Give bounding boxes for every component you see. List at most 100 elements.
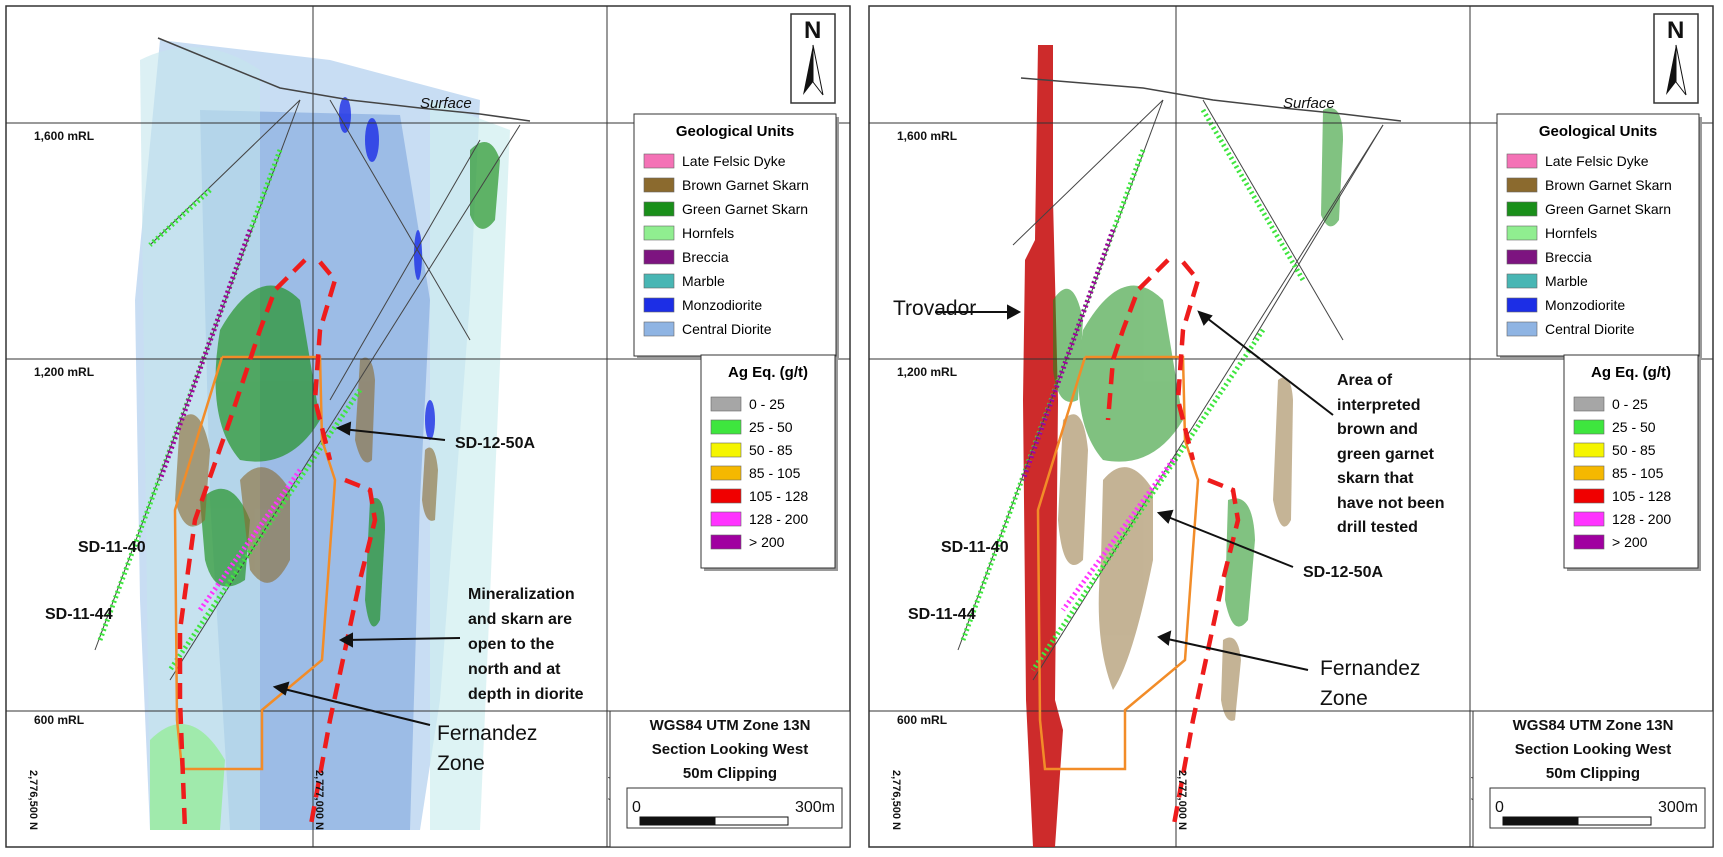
svg-text:Zone: Zone [437,752,485,775]
monzodiorite-bodies [339,97,435,440]
ag-eq-legend-1-label: 85 - 105 [1612,465,1664,481]
fernandez-zone-label: Fernandez Zone [437,722,537,775]
ag-eq-legend-1-label: 0 - 25 [1612,396,1648,412]
svg-text:Zone: Zone [1320,687,1368,710]
ag-eq-legend-0-swatch [710,442,742,458]
ag-eq-legend-0-label: 128 - 200 [749,511,808,527]
geological-units-legend-0-label: Marble [682,273,725,289]
geological-units-legend-1-label: Marble [1545,273,1588,289]
svg-text:depth in diorite: depth in diorite [468,686,584,703]
fernandez-zone-outline [173,355,337,771]
geological-units-legend-0-swatch [643,201,675,217]
level-label-600-right: 600 mRL [897,713,947,727]
geological-units-legend-0-swatch [643,177,675,193]
annotation-arrows [272,421,461,726]
scale-bar-right: 0 300m [1489,787,1706,829]
svg-text:0: 0 [1495,799,1504,816]
ag-eq-legend-1-label: 128 - 200 [1612,511,1671,527]
north-arrow: N [790,13,836,104]
svg-text:WGS84 UTM Zone 13N: WGS84 UTM Zone 13N [1513,717,1674,734]
geological-units-legend-0-swatch [643,225,675,241]
geological-units-legend-1-label: Monzodiorite [1545,297,1625,313]
surface-label: Surface [420,95,472,112]
geological-units-legend-0: Geological Units Late Felsic Dyke Brown Ga… [633,113,839,359]
ag-eq-legend-1-swatch [1573,511,1605,527]
geological-units-legend-0-label: Hornfels [682,225,734,241]
svg-text:and skarn are: and skarn are [468,611,572,628]
svg-text:N: N [1667,17,1684,44]
easting-label-2777000: 2,777,000 N [313,770,325,830]
drillhole-label-sd-11-40-right: SD-11-40 [941,539,1009,556]
geological-units-legend-0-label: Brown Garnet Skarn [682,177,809,193]
ag-eq-legend-0-label: > 200 [749,534,785,550]
geological-units-legend-1-swatch [1506,153,1538,169]
level-label-1600-right: 1,600 mRL [897,129,957,143]
geological-units-legend-1-label: Brown Garnet Skarn [1545,177,1672,193]
ag-eq-legend-0-label: 50 - 85 [749,442,793,458]
ag-eq-legend-0-swatch [710,396,742,412]
ag-eq-legend-0-swatch [710,465,742,481]
geological-units-legend-0-swatch [643,249,675,265]
ag-eq-legend-1-label: 105 - 128 [1612,488,1671,504]
trovador-label: Trovador [893,297,976,320]
svg-text:open to the: open to the [468,636,554,653]
ag-eq-legend-1-label: > 200 [1612,534,1648,550]
hornfels-body [150,724,225,830]
geological-units-legend-1-label: Breccia [1545,249,1592,265]
drillhole-label-sd-12-50a: SD-12-50A [455,435,535,452]
surface-topography [157,37,531,122]
geological-units-legend-1-label: Central Diorite [1545,321,1635,337]
geological-units-legend-1-swatch [1506,273,1538,289]
svg-text:Section Looking West: Section Looking West [652,741,808,758]
svg-text:Mineralization: Mineralization [468,586,575,603]
easting-label-2776500-right: 2,776,500 N [890,770,902,830]
ag-eq-legend-1-swatch [1573,488,1605,504]
geological-units-legend-1-swatch [1506,297,1538,313]
ag-eq-legend-0-label: 85 - 105 [749,465,801,481]
ag-eq-legend-1: Ag Eq. (g/t) 0 - 25 25 - 50 50 - 85 85 - 105… [1563,354,1701,571]
fernandez-zone-outline-right [1036,355,1200,771]
level-label-1200-right: 1,200 mRL [897,365,957,379]
ag-eq-legend-0-title: Ag Eq. (g/t) [728,364,808,381]
surface-topography-right [1020,77,1402,122]
green-skarn-bodies [200,142,500,627]
geological-units-legend-0-swatch [643,297,675,313]
svg-text:Section Looking West: Section Looking West [1515,741,1671,758]
ag-eq-legend-0-label: 25 - 50 [749,419,793,435]
geological-units-legend-1-label: Green Garnet Skarn [1545,201,1671,217]
easting-label-2777000-right: 2,777,000 N [1176,770,1188,830]
svg-text:N: N [804,17,821,44]
geological-units-legend-0-swatch [643,153,675,169]
ag-eq-legend-1-label: 50 - 85 [1612,442,1656,458]
ag-eq-legend-1-label: 25 - 50 [1612,419,1656,435]
geological-units-legend-1-swatch [1506,201,1538,217]
level-label-1600: 1,600 mRL [34,129,94,143]
ag-eq-legend-0-label: 105 - 128 [749,488,808,504]
trovador-dyke [1023,45,1063,847]
svg-text:0: 0 [632,799,641,816]
drillhole-label-sd-11-44: SD-11-44 [45,606,113,623]
ag-eq-legend-0: Ag Eq. (g/t) 0 - 25 25 - 50 50 - 85 85 - 105… [700,354,838,571]
level-label-600: 600 mRL [34,713,84,727]
ag-eq-legend-1-title: Ag Eq. (g/t) [1591,364,1671,381]
fernandez-zone-label-right: Fernandez Zone [1320,657,1420,710]
svg-text:Fernandez: Fernandez [437,722,537,745]
brown-skarn-bodies-right [1058,377,1293,721]
scale-bar: 0 300m [626,787,843,829]
geological-units-legend-0-label: Monzodiorite [682,297,762,313]
geological-units-legend-0-swatch [643,273,675,289]
geological-units-legend-0-title: Geological Units [676,123,794,140]
annotation-arrows-right [935,304,1334,671]
interpreted-dashed-lines-right [1105,258,1241,831]
north-arrow-right: N [1653,13,1699,104]
geological-units-legend-0-label: Green Garnet Skarn [682,201,808,217]
svg-text:Area of: Area of [1337,372,1393,389]
svg-text:brown and: brown and [1337,421,1418,438]
ag-eq-legend-0-swatch [710,534,742,550]
geological-units-legend-0-label: Late Felsic Dyke [682,153,786,169]
ag-eq-legend-1-swatch [1573,465,1605,481]
drillhole-assay-ticks [97,149,363,672]
drillhole-label-sd-11-44-right: SD-11-44 [908,606,976,623]
drillhole-assay-ticks-right [960,108,1306,672]
